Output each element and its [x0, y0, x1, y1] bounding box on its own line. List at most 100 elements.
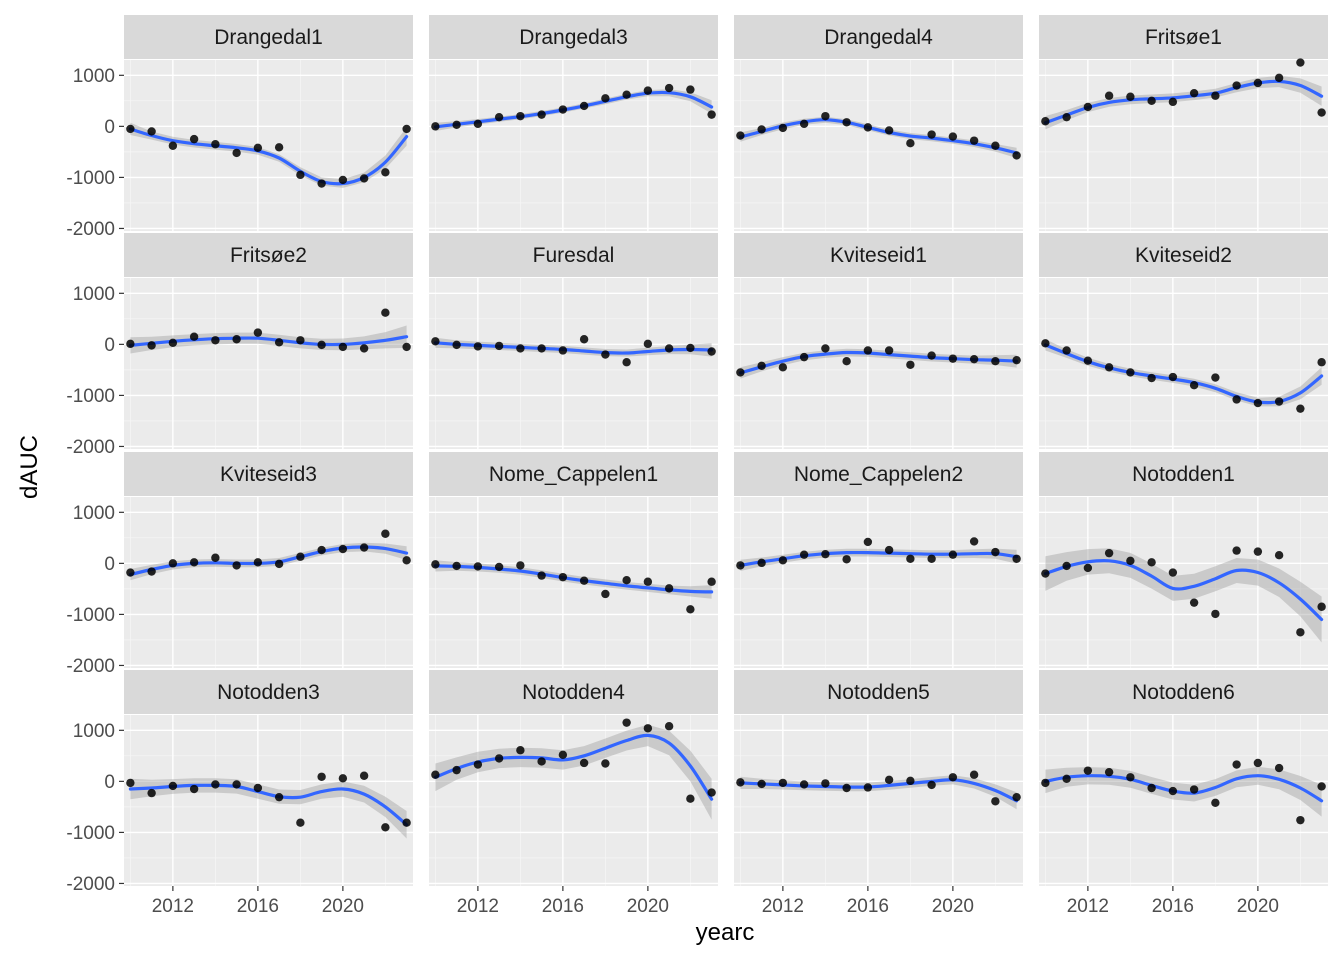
- data-point: [537, 110, 546, 119]
- y-tick-label: 1000: [73, 721, 115, 742]
- data-point: [338, 342, 348, 352]
- smooth-line: [1043, 774, 1324, 803]
- facet-title: Notodden6: [1132, 681, 1235, 704]
- data-point: [948, 773, 958, 782]
- x-tick-label: 2016: [1152, 896, 1194, 917]
- data-point: [338, 544, 348, 554]
- data-point: [863, 123, 873, 132]
- y-tick-label: -1000: [66, 823, 115, 844]
- data-point: [189, 134, 199, 144]
- data-point: [1189, 598, 1199, 607]
- data-point: [948, 132, 958, 141]
- facet-strip: [124, 670, 413, 714]
- panel-background: [429, 497, 718, 668]
- data-point: [884, 346, 894, 355]
- data-point: [189, 784, 199, 794]
- data-point: [643, 577, 653, 586]
- data-point: [969, 354, 979, 364]
- data-point: [799, 119, 809, 129]
- data-point: [622, 358, 631, 367]
- x-tick-label: 2012: [1067, 896, 1109, 917]
- facet-title: Nome_Cappelen1: [489, 463, 658, 486]
- data-point: [274, 792, 284, 802]
- data-point: [431, 770, 440, 779]
- data-point: [927, 554, 936, 563]
- y-tick-label: -2000: [66, 656, 115, 677]
- data-point: [1083, 563, 1093, 573]
- data-point: [707, 110, 716, 119]
- y-tick-label: -1000: [66, 386, 115, 407]
- data-point: [359, 771, 369, 780]
- data-point: [296, 818, 305, 827]
- panel-background: [429, 60, 718, 231]
- facet-panel: Notodden5 2012 2016 2020: [734, 670, 1023, 917]
- data-point: [147, 788, 156, 798]
- facet-strip: [1039, 15, 1328, 59]
- data-point: [189, 558, 199, 567]
- facet-title: Notodden1: [1132, 463, 1235, 486]
- data-point: [126, 778, 135, 788]
- data-point: [317, 545, 326, 555]
- data-point: [1012, 355, 1021, 365]
- y-tick-label: -1000: [66, 168, 115, 189]
- data-point: [757, 361, 766, 370]
- panel-background: [124, 715, 413, 886]
- data-point: [359, 174, 369, 183]
- data-point: [537, 757, 546, 766]
- data-point: [736, 778, 745, 787]
- data-point: [643, 724, 653, 733]
- data-point: [402, 124, 411, 134]
- data-point: [991, 357, 1000, 366]
- data-point: [601, 350, 610, 359]
- data-point: [1126, 368, 1135, 377]
- panel-background: [1039, 715, 1328, 886]
- data-point: [948, 354, 958, 363]
- x-tick-label: 2020: [627, 896, 669, 917]
- data-point: [842, 555, 851, 564]
- data-point: [516, 344, 525, 353]
- panel-background: [734, 715, 1023, 886]
- data-point: [927, 130, 936, 139]
- data-point: [494, 562, 504, 572]
- data-point: [799, 550, 809, 559]
- data-point: [991, 141, 1000, 150]
- y-tick-label: 1000: [73, 503, 115, 524]
- data-point: [1062, 774, 1071, 784]
- data-point: [402, 342, 411, 352]
- data-point: [537, 344, 546, 353]
- data-point: [1104, 91, 1114, 100]
- facet-title: Notodden3: [217, 681, 320, 704]
- data-point: [1211, 373, 1220, 382]
- data-point: [842, 357, 851, 366]
- data-point: [168, 781, 178, 791]
- confidence-band: [740, 775, 1017, 810]
- data-point: [402, 818, 411, 827]
- data-point: [1189, 380, 1199, 390]
- data-point: [317, 179, 326, 188]
- facet-panel: Notodden4 2012 2016 2020: [429, 670, 718, 917]
- data-point: [1274, 73, 1284, 83]
- data-point: [1041, 778, 1050, 788]
- facet-strip: [1039, 452, 1328, 496]
- data-point: [1168, 372, 1178, 382]
- data-point: [1012, 554, 1021, 563]
- data-point: [1168, 97, 1178, 107]
- data-point: [799, 780, 809, 789]
- facet-panel: Drangedal3: [429, 15, 718, 231]
- facet-strip: [1039, 233, 1328, 277]
- data-point: [686, 794, 695, 803]
- data-point: [537, 571, 546, 580]
- data-point: [601, 94, 610, 103]
- panel-background: [124, 497, 413, 668]
- data-point: [927, 780, 936, 790]
- data-point: [558, 750, 568, 760]
- data-point: [1317, 782, 1326, 791]
- facet-panel: Drangedal1 -2000 -1000 0 1000: [66, 15, 413, 240]
- facet-title: Drangedal4: [824, 26, 933, 49]
- x-axis-title: yearc: [696, 919, 755, 946]
- facet-strip: [429, 670, 718, 714]
- data-point: [1274, 763, 1284, 773]
- data-point: [601, 759, 610, 768]
- data-point: [686, 605, 695, 614]
